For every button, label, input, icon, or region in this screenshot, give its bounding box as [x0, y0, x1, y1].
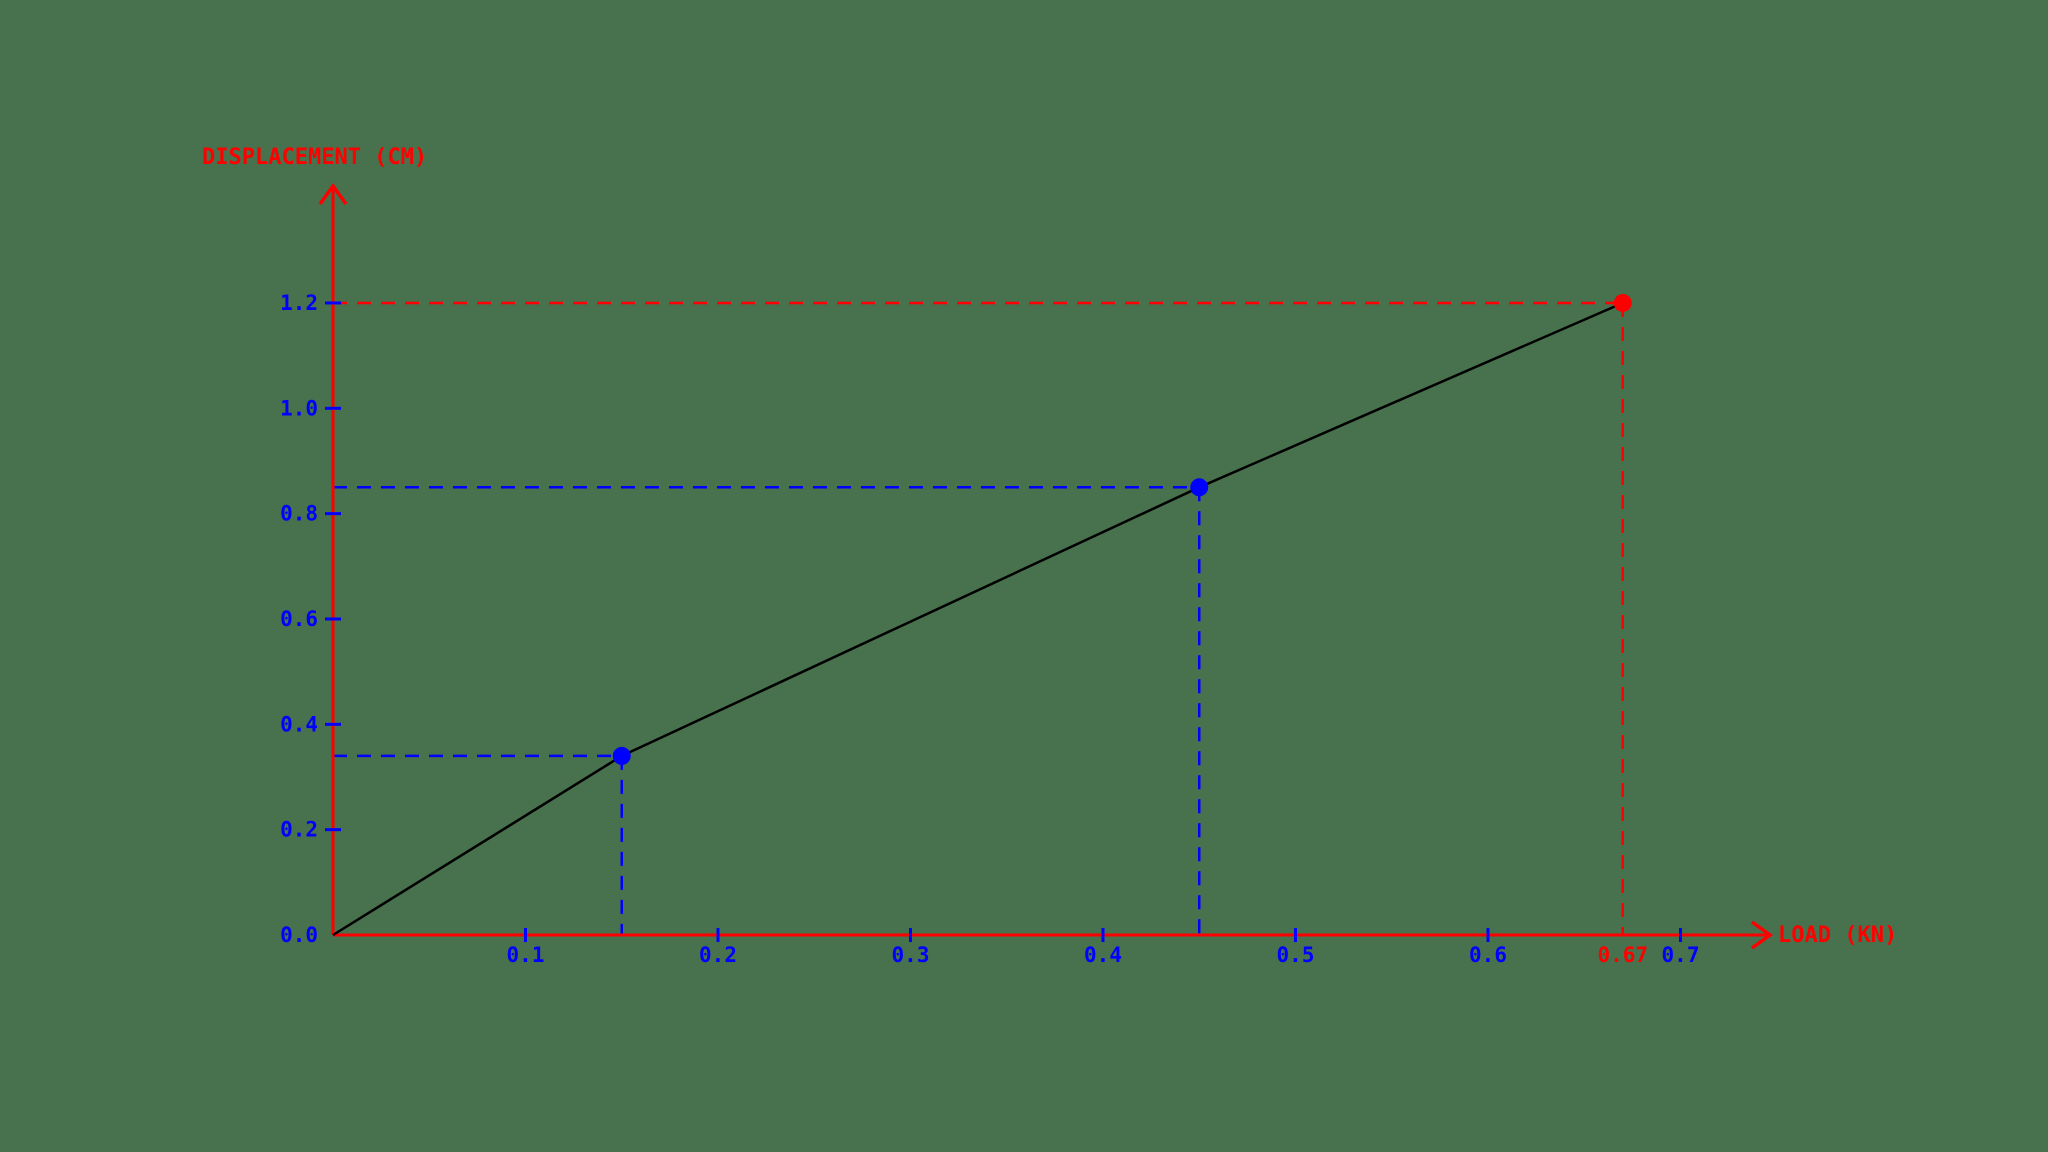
max-point-x-label: 0.67 [1597, 943, 1648, 967]
x-tick-label: 0.1 [507, 943, 545, 967]
guide-lines [333, 301, 1624, 935]
x-tick-label: 0.2 [699, 943, 737, 967]
x-axis-label: LOAD (KN) [1778, 923, 1897, 948]
ticks: 0.1 0.2 0.3 0.4 0.5 0.6 0.7 0.0 0.2 0.4 0.6 0.8 1.0 1… [280, 291, 1699, 967]
data-line [332, 301, 1624, 937]
x-tick-label: 0.4 [1084, 943, 1122, 967]
y-tick-label: 0.2 [280, 818, 318, 842]
x-tick-label: 0.6 [1469, 943, 1507, 967]
x-tick-label: 0.7 [1662, 943, 1700, 967]
y-tick-label: 0.0 [280, 923, 318, 947]
data-points [612, 293, 1632, 765]
y-tick-label: 1.0 [280, 396, 318, 420]
y-axis-label: DISPLACEMENT (CM) [202, 145, 427, 170]
y-tick-label: 0.8 [280, 502, 318, 526]
data-point [1190, 478, 1209, 497]
data-point [1613, 293, 1632, 312]
data-point [612, 746, 631, 765]
y-tick-label: 0.6 [280, 607, 318, 631]
x-axis-arrow-icon [1750, 920, 1773, 950]
y-tick-label: 1.2 [280, 291, 318, 315]
y-tick-label: 0.4 [280, 712, 318, 736]
x-tick-label: 0.5 [1277, 943, 1315, 967]
axes [318, 183, 1773, 950]
y-axis-arrow-icon [318, 183, 348, 206]
x-tick-label: 0.3 [892, 943, 930, 967]
